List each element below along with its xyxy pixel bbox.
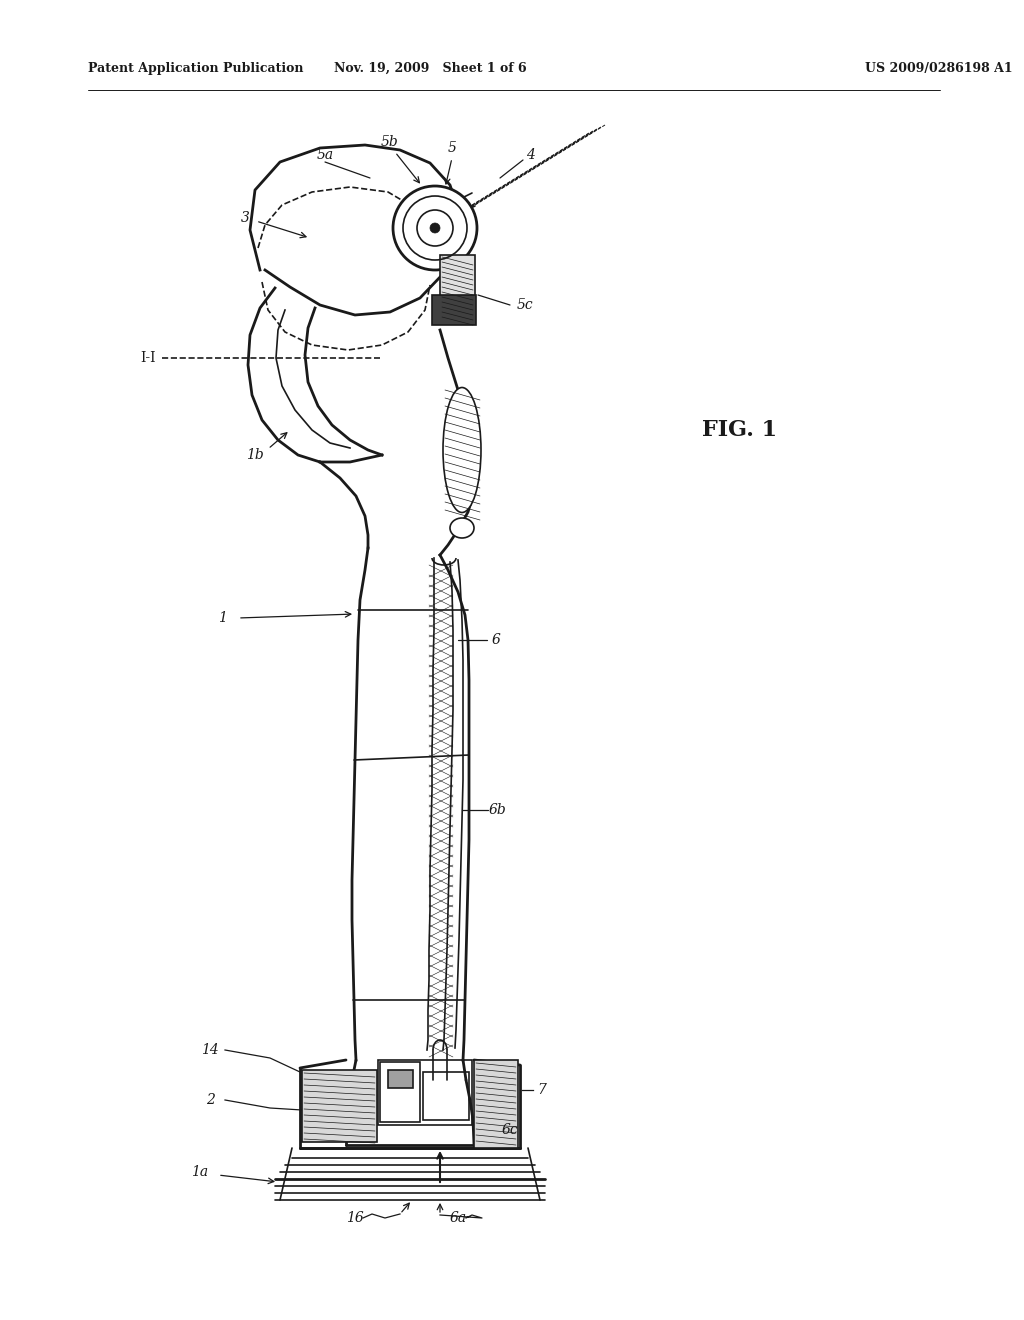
- Text: FIG. 1: FIG. 1: [702, 418, 777, 441]
- Text: Nov. 19, 2009   Sheet 1 of 6: Nov. 19, 2009 Sheet 1 of 6: [334, 62, 526, 75]
- Text: 7: 7: [538, 1082, 547, 1097]
- Bar: [302, 1071, 377, 1142]
- Text: 1a: 1a: [191, 1166, 209, 1179]
- Text: 16: 16: [346, 1210, 364, 1225]
- Text: I-I: I-I: [140, 351, 156, 366]
- Bar: [388, 1071, 413, 1088]
- Bar: [380, 1063, 420, 1122]
- Bar: [440, 255, 475, 319]
- Bar: [432, 294, 476, 325]
- Text: 5: 5: [447, 141, 457, 154]
- Text: US 2009/0286198 A1: US 2009/0286198 A1: [865, 62, 1013, 75]
- Circle shape: [430, 223, 440, 234]
- Bar: [378, 1060, 472, 1125]
- Ellipse shape: [443, 388, 481, 512]
- Text: 5a: 5a: [316, 148, 334, 162]
- Text: Patent Application Publication: Patent Application Publication: [88, 62, 303, 75]
- Text: 6b: 6b: [488, 803, 506, 817]
- Text: 1b: 1b: [246, 447, 264, 462]
- Text: 6a: 6a: [450, 1210, 467, 1225]
- Text: 5b: 5b: [381, 135, 399, 149]
- Circle shape: [393, 186, 477, 271]
- Ellipse shape: [450, 517, 474, 539]
- Text: 6c: 6c: [502, 1123, 518, 1137]
- Text: 5c: 5c: [517, 298, 534, 312]
- Text: 2: 2: [206, 1093, 214, 1107]
- Text: 4: 4: [525, 148, 535, 162]
- Bar: [474, 1060, 518, 1148]
- Text: 6: 6: [492, 634, 501, 647]
- Bar: [423, 1072, 469, 1119]
- Text: 14: 14: [201, 1043, 219, 1057]
- Text: 3: 3: [241, 211, 250, 224]
- Text: 1: 1: [217, 611, 226, 624]
